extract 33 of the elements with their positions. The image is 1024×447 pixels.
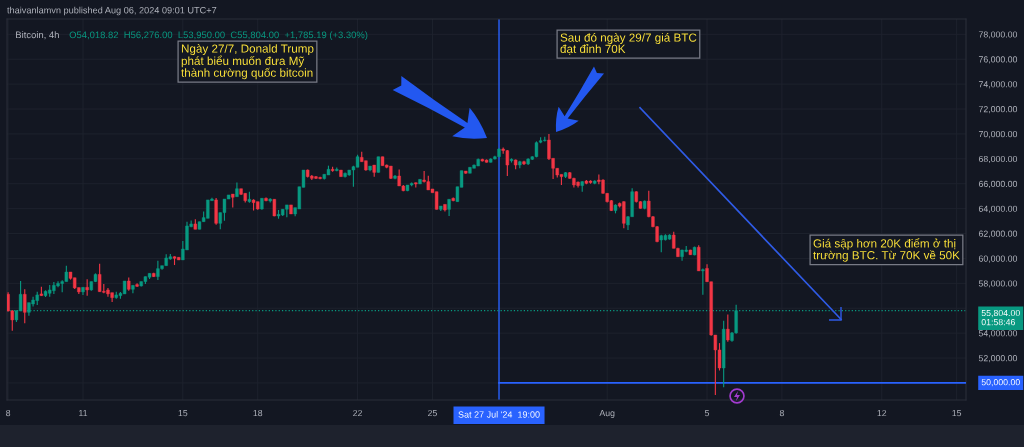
y-tick-label: 52,000.00	[978, 355, 1018, 363]
annotation: 50,000.00	[981, 379, 1020, 387]
annotation: Sau đó ngày 29/7 giá BTC đạt đỉnh 70K	[560, 33, 697, 55]
y-tick-label: 74,000.00	[978, 81, 1018, 89]
x-tick-label: 12	[877, 409, 887, 417]
text: Bitcoin, 4h	[16, 31, 59, 40]
y-tick-label: 54,000.00	[978, 330, 1018, 338]
x-tick-label: 25	[428, 409, 437, 417]
x-tick-label: 18	[253, 409, 263, 417]
annotation: Ngày 27/7, Donald Trump phát biểu muốn đưa Mỹ thành cường quốc bitcoin	[181, 44, 314, 80]
text: O54,018.82 H56,276.00 L53,950.00 C55,804.00 +1,785.19 (+3.30%)	[69, 31, 368, 41]
y-tick-label: 64,000.00	[978, 205, 1018, 213]
x-tick-label: 15	[178, 410, 188, 417]
y-tick-label: 68,000.00	[978, 155, 1018, 164]
ref-line-label: Sat 27 Jul '24 19:00	[458, 411, 540, 418]
ref-line-label: 55,804.00 01:58:46	[981, 309, 1020, 326]
y-tick-label: 62,000.00	[978, 230, 1018, 238]
y-tick-label: 66,000.00	[978, 180, 1018, 189]
y-tick-label: 58,000.00	[978, 280, 1018, 288]
y-tick-label: 72,000.00	[978, 106, 1018, 114]
x-tick-label: 5	[704, 410, 710, 417]
y-tick-label: 76,000.00	[978, 56, 1018, 64]
y-tick-label: 60,000.00	[978, 255, 1018, 263]
y-tick-label: 78,000.00	[978, 31, 1018, 39]
x-tick-label: Aug	[599, 410, 615, 418]
x-tick-label: 8	[779, 409, 784, 417]
x-tick-label: 11	[79, 410, 88, 417]
x-tick-label: 22	[353, 409, 362, 417]
x-tick-label: 15	[952, 410, 962, 417]
text: thaivanlamvn published Aug 06, 2024 09:01 UTC+7	[7, 6, 217, 16]
x-tick-label: 8	[6, 409, 11, 417]
y-tick-label: 70,000.00	[978, 130, 1018, 139]
annotation: Giá sập hơn 20K điểm ở thị trường BTC. Từ 70K về 50K	[813, 238, 960, 262]
